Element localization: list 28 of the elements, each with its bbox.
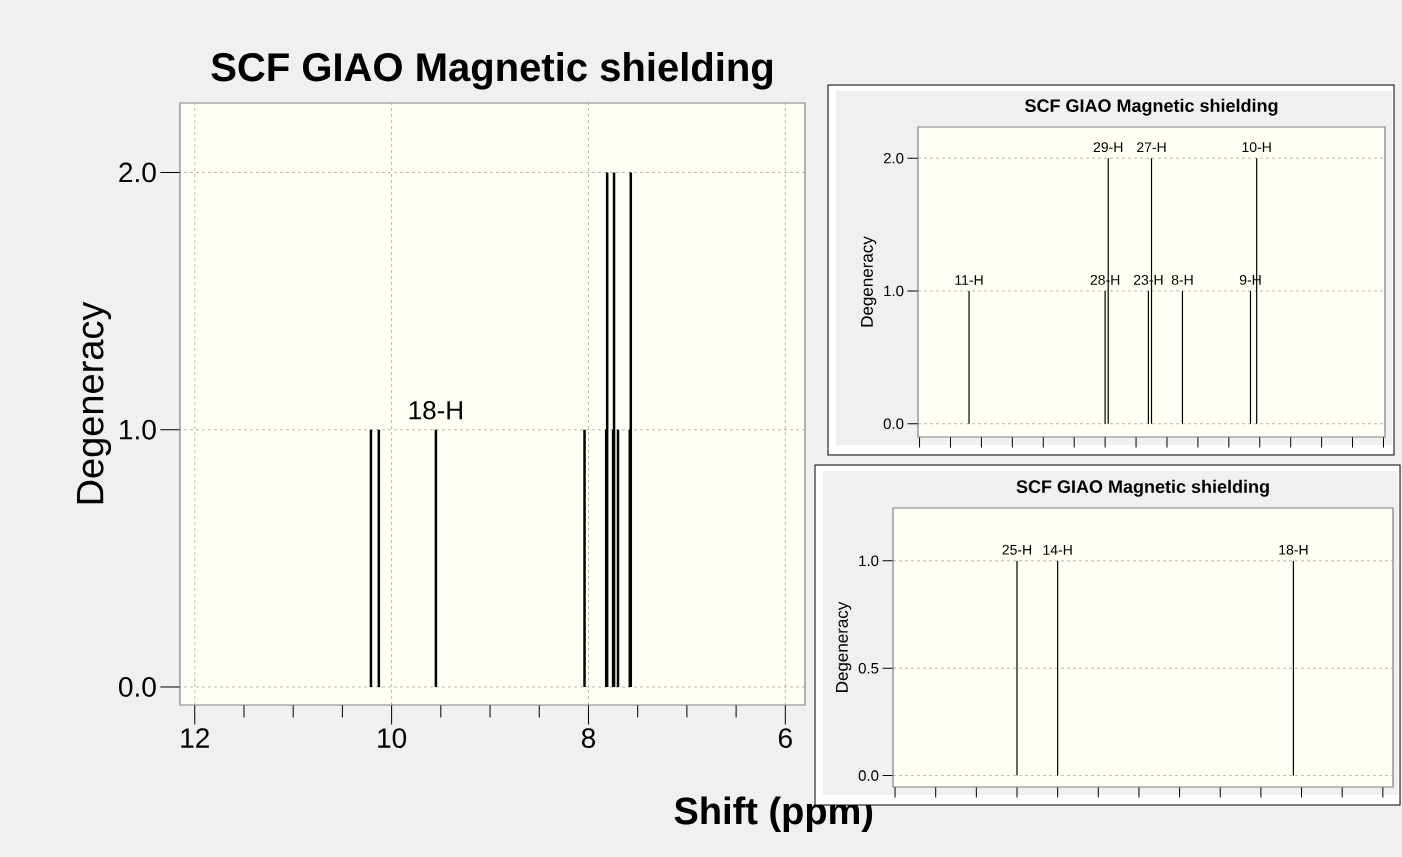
y-tick-label: 0.0: [119, 677, 156, 697]
annotation: 25-H: [1002, 544, 1032, 555]
y-tick-label: 0.0: [883, 418, 904, 430]
annotation: 27-H: [1137, 142, 1166, 153]
annotation: 10-H: [1242, 142, 1271, 153]
x-tick-label: 12: [181, 728, 209, 748]
y-tick-label: 1.0: [884, 285, 904, 297]
annotation: 11-H: [955, 275, 983, 285]
annotation: 18-H: [409, 401, 462, 420]
y-axis-title: Degeneracy: [861, 236, 877, 327]
chart-title: SCF GIAO Magnetic shielding: [211, 52, 773, 90]
x-tick-label: 6: [778, 728, 792, 748]
x-tick-label: 8: [581, 728, 596, 748]
chart-title: SCF GIAO Magnetic shielding: [1025, 98, 1278, 116]
y-tick-label: 2.0: [883, 152, 904, 164]
y-tick-label: 0.5: [858, 662, 879, 674]
annotation: 29-H: [1093, 142, 1123, 153]
annotation: 14-H: [1043, 545, 1072, 555]
annotation: 8-H: [1171, 274, 1193, 285]
y-tick-label: 2.0: [119, 162, 156, 183]
y-tick-label: 1.0: [120, 419, 156, 440]
y-tick-label: 1.0: [859, 555, 879, 567]
y-axis-title: Degeneracy: [836, 601, 852, 692]
y-axis-title: Degeneracy: [77, 301, 112, 504]
y-tick-label: 0.0: [858, 770, 879, 781]
annotation: 18-H: [1279, 544, 1308, 555]
x-tick-label: 10: [378, 728, 407, 748]
chart-title: SCF GIAO Magnetic shielding: [1016, 479, 1269, 497]
